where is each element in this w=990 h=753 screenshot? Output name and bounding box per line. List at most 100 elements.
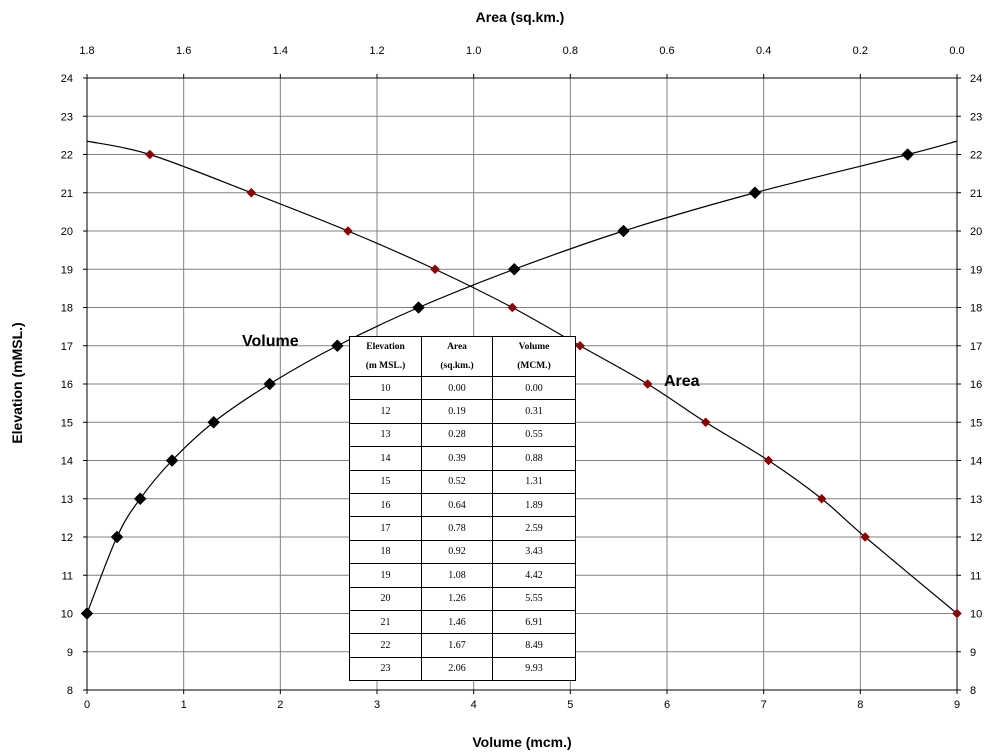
y-right-tick-label: 10 (970, 609, 982, 621)
table-cell: 1.67 (421, 633, 493, 658)
left-axis-title: Elevation (mMSL.) (9, 322, 25, 443)
table-row: 14 0.39 0.88 (349, 446, 576, 471)
volume-data-point (80, 607, 94, 620)
table-cell: 21 (349, 609, 422, 635)
header-area: Area (sq.km.) (421, 336, 493, 377)
y-left-tick-label: 11 (62, 570, 73, 582)
y-right-tick-label: 16 (970, 379, 982, 391)
volume-data-point (263, 377, 277, 391)
table-row: 19 1.08 4.42 (349, 563, 576, 588)
table-cell: 5.55 (492, 586, 576, 611)
y-right-tick-label: 12 (970, 532, 982, 544)
volume-data-point (110, 530, 124, 544)
table-cell: 19 (349, 563, 422, 588)
x-top-tick-label: 0.6 (659, 45, 674, 57)
table-cell: 0.00 (492, 375, 576, 401)
area-data-point (430, 264, 440, 275)
x-bottom-tick-label: 5 (567, 699, 573, 711)
table-row: 10 0.00 0.00 (349, 375, 576, 401)
y-right-tick-label: 11 (970, 570, 981, 582)
table-cell: 0.92 (421, 539, 493, 565)
volume-data-point (748, 186, 762, 200)
table-cell: 0.52 (421, 469, 493, 494)
table-cell: 1.89 (492, 492, 576, 518)
y-right-tick-label: 18 (970, 303, 982, 315)
volume-data-point (133, 492, 147, 506)
table-cell: 2.59 (492, 516, 576, 541)
y-left-tick-label: 19 (61, 264, 73, 276)
table-cell: 13 (349, 422, 422, 448)
y-right-tick-label: 9 (970, 647, 976, 659)
table-cell: 22 (349, 633, 422, 658)
x-bottom-tick-label: 0 (84, 699, 90, 711)
y-left-tick-label: 21 (61, 188, 73, 200)
x-bottom-tick-label: 2 (277, 699, 283, 711)
volume-data-point (207, 415, 220, 429)
table-header-row: Elevation (m MSL.) Area (sq.km.) Volume (MC… (349, 336, 576, 377)
top-axis-title: Area (sq.km.) (476, 9, 565, 25)
y-left-tick-label: 22 (61, 150, 73, 162)
table-row: 18 0.92 3.43 (349, 539, 576, 565)
table-row: 12 0.19 0.31 (349, 399, 576, 424)
y-right-tick-label: 23 (970, 111, 982, 123)
y-left-tick-label: 17 (61, 341, 73, 353)
y-right-tick-label: 14 (970, 456, 982, 468)
area-series-label: Area (664, 373, 700, 390)
area-data-point (507, 302, 518, 313)
area-data-point (246, 187, 257, 198)
y-right-tick-label: 19 (970, 264, 982, 276)
y-left-tick-label: 12 (61, 532, 73, 544)
table-row: 22 1.67 8.49 (349, 633, 576, 658)
y-left-tick-label: 14 (61, 456, 73, 468)
table-cell: 0.28 (421, 422, 493, 448)
y-left-tick-label: 9 (67, 647, 73, 659)
y-left-tick-label: 23 (61, 111, 73, 123)
series-markers (80, 148, 962, 620)
x-top-tick-label: 1.8 (79, 45, 94, 57)
x-bottom-tick-label: 7 (761, 699, 767, 711)
table-cell: 14 (349, 446, 422, 471)
header-volume: Volume (MCM.) (492, 336, 576, 377)
x-top-tick-label: 0.2 (853, 45, 868, 57)
x-bottom-tick-label: 8 (857, 699, 863, 711)
area-data-point (144, 149, 155, 160)
x-bottom-tick-label: 3 (374, 699, 380, 711)
table-row: 13 0.28 0.55 (349, 422, 576, 448)
table-cell: 0.88 (492, 446, 576, 471)
volume-data-point (901, 148, 915, 161)
area-data-point (763, 455, 774, 466)
volume-series-label: Volume (242, 333, 299, 350)
y-right-tick-label: 13 (970, 494, 982, 506)
table-cell: 8.49 (492, 633, 576, 658)
table-row: 23 2.06 9.93 (349, 656, 576, 682)
table-cell: 18 (349, 539, 422, 565)
x-top-tick-label: 0.4 (756, 45, 771, 57)
bottom-axis-title: Volume (mcm.) (472, 734, 571, 750)
area-data-point (816, 493, 827, 504)
table-cell: 15 (349, 469, 422, 494)
table-cell: 0.78 (421, 516, 493, 541)
x-top-tick-label: 1.0 (466, 45, 481, 57)
table-cell: 1.08 (421, 563, 493, 588)
table-row: 21 1.46 6.91 (349, 609, 576, 635)
x-bottom-tick-label: 6 (664, 699, 670, 711)
x-bottom-tick-label: 4 (471, 699, 477, 711)
area-data-point (700, 417, 711, 428)
data-table-container: Elevation (m MSL.) Area (sq.km.) Volume (MC… (349, 336, 576, 682)
y-left-tick-label: 24 (61, 73, 73, 85)
x-top-tick-label: 1.2 (369, 45, 384, 57)
y-left-tick-label: 13 (61, 494, 73, 506)
y-right-tick-label: 21 (970, 188, 982, 200)
table-cell: 1.26 (421, 586, 493, 611)
y-right-tick-label: 20 (970, 226, 982, 238)
table-cell: 3.43 (492, 539, 576, 565)
axis-ticks: 0 1 2 3 4 5 6 7 8 91.8 1.6 1.4 1.2 1.0 0.8 0.6 0.4 0.2 0.0… (61, 45, 983, 711)
table-cell: 0.31 (492, 399, 576, 424)
volume-data-point (165, 454, 179, 467)
y-left-tick-label: 16 (61, 379, 73, 391)
y-left-tick-label: 15 (61, 417, 73, 429)
x-top-tick-label: 1.6 (176, 45, 191, 57)
volume-data-point (412, 301, 425, 314)
table-cell: 0.55 (492, 422, 576, 448)
x-top-tick-label: 0.8 (563, 45, 578, 57)
